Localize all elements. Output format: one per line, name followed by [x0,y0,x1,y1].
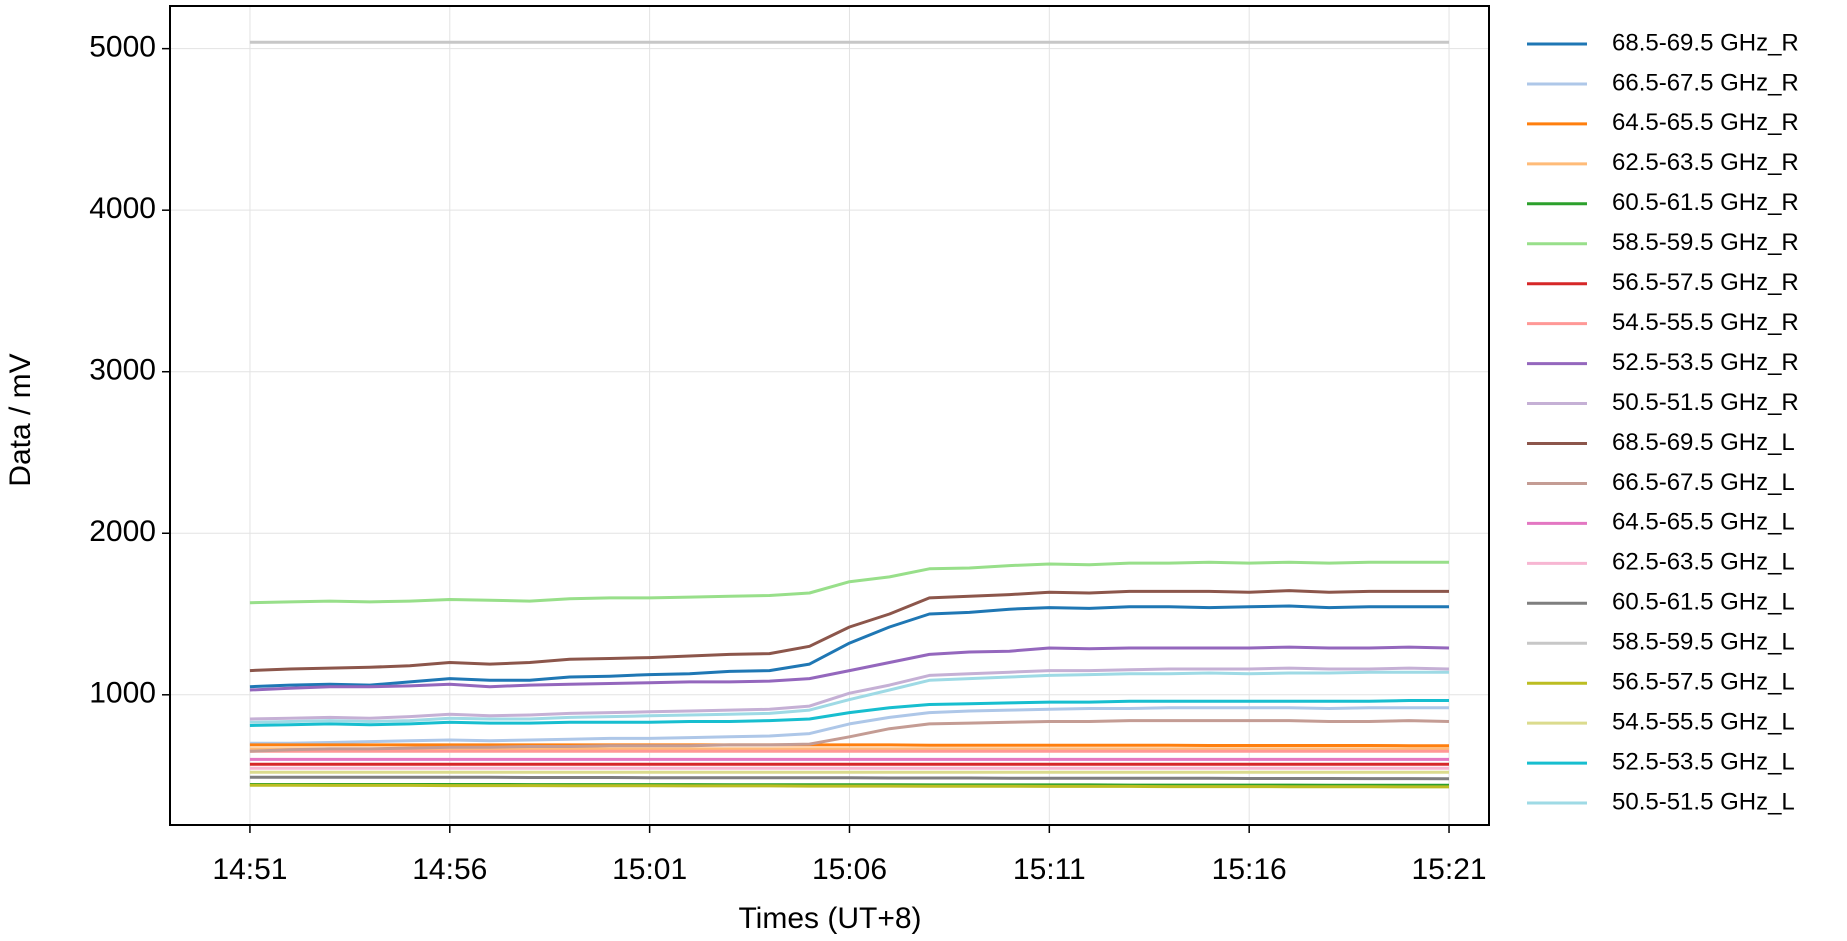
y-axis-label: Data / mV [4,353,37,486]
legend-label: 52.5-53.5 GHz_R [1612,349,1799,376]
series-line [249,743,1449,748]
legend-label: 64.5-65.5 GHz_R [1612,109,1799,136]
legend-label: 54.5-55.5 GHz_L [1612,708,1795,735]
y-tick-label: 2000 [89,515,156,548]
x-tick-label: 14:51 [212,853,287,886]
y-tick-label: 4000 [89,192,156,225]
legend-label: 64.5-65.5 GHz_L [1612,509,1795,536]
legend-label: 60.5-61.5 GHz_R [1612,189,1799,216]
legend-label: 56.5-57.5 GHz_L [1612,669,1795,696]
x-tick-label: 15:01 [612,853,687,886]
series-line [249,604,1449,689]
legend-label: 50.5-51.5 GHz_L [1612,788,1795,815]
legend-label: 54.5-55.5 GHz_R [1612,309,1799,336]
series-line [249,699,1449,727]
y-tick-label: 3000 [89,354,156,387]
series-line [249,666,1450,721]
x-tick-label: 14:56 [412,853,487,886]
series-line [249,783,1449,789]
x-tick-label: 15:21 [1411,853,1486,886]
legend-label: 58.5-59.5 GHz_R [1612,229,1799,256]
series-line [249,775,1450,781]
y-tick-label: 5000 [89,31,156,64]
legend-label: 62.5-63.5 GHz_R [1612,149,1799,176]
legend-label: 68.5-69.5 GHz_R [1612,29,1799,56]
series-line [249,589,1449,673]
x-axis-label: Times (UT+8) [738,902,921,935]
x-tick-label: 15:11 [1013,853,1086,886]
x-tick-label: 15:16 [1212,853,1287,886]
series-line [249,706,1449,745]
legend-label: 56.5-57.5 GHz_R [1612,269,1799,296]
legend-label: 68.5-69.5 GHz_L [1612,429,1795,456]
legend-label: 62.5-63.5 GHz_L [1612,549,1795,576]
legend-label: 60.5-61.5 GHz_L [1612,589,1795,616]
plot-frame [169,5,1490,826]
legend-label: 50.5-51.5 GHz_R [1612,389,1799,416]
series-line [249,560,1449,605]
legend-label: 66.5-67.5 GHz_R [1612,69,1799,96]
series-line [249,645,1450,692]
legend-label: 52.5-53.5 GHz_L [1612,748,1795,775]
legend-label: 66.5-67.5 GHz_L [1612,469,1795,496]
legend-label: 58.5-59.5 GHz_L [1612,629,1795,656]
y-tick-label: 1000 [89,677,156,710]
series-line [249,719,1450,753]
x-tick-label: 15:06 [812,853,887,886]
series-line [249,670,1449,724]
